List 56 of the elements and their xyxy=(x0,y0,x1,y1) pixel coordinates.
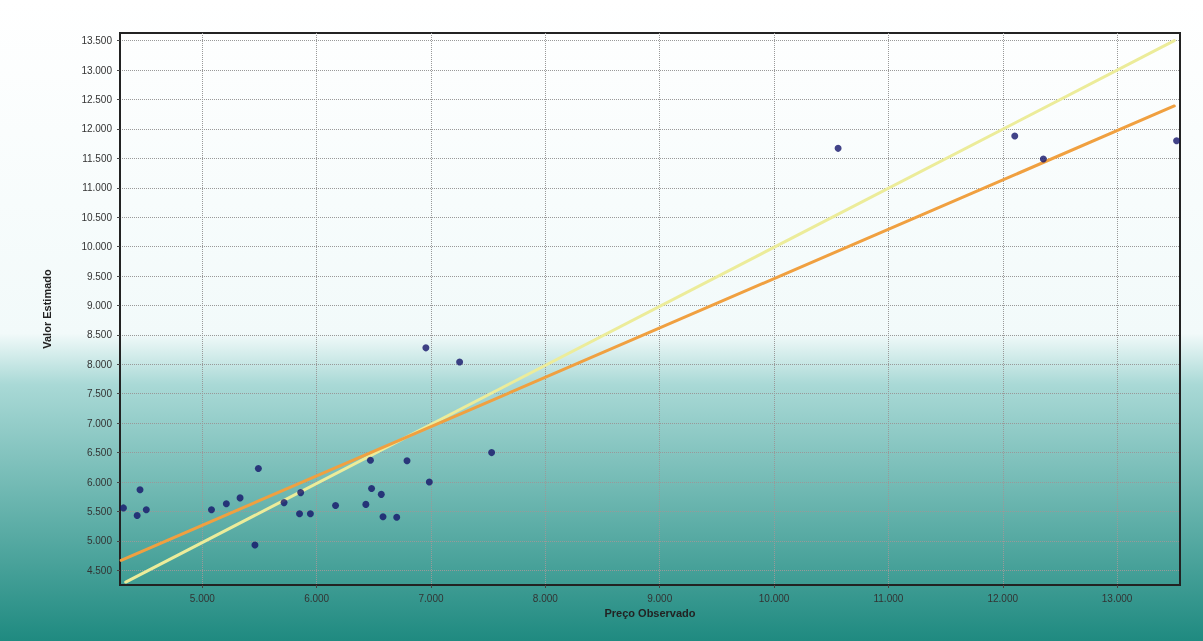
point xyxy=(332,502,340,510)
y-tick-label: 13.000 xyxy=(81,64,113,76)
y-tick-label: 6.500 xyxy=(86,447,113,459)
point xyxy=(133,512,141,520)
point xyxy=(119,504,127,512)
x-tick-label: 7.000 xyxy=(418,592,444,604)
x-tick-label: 11.000 xyxy=(873,592,904,604)
y-tick-label: 5.500 xyxy=(86,505,113,517)
y-tick-label: 13.500 xyxy=(81,35,113,47)
y-tick-label: 11.000 xyxy=(82,182,113,194)
y-tick-label: 12.500 xyxy=(81,94,113,105)
point xyxy=(366,456,374,464)
point xyxy=(306,510,314,518)
point xyxy=(207,506,215,514)
y-tick-label: 4.500 xyxy=(86,564,113,576)
point xyxy=(296,510,304,518)
point xyxy=(393,513,401,521)
point xyxy=(222,500,230,508)
x-tick-label: 10.000 xyxy=(758,592,790,604)
y-tick-label: 8.500 xyxy=(86,329,113,341)
point xyxy=(1039,155,1047,163)
y-tick-label: 7.500 xyxy=(86,388,113,400)
point xyxy=(142,506,150,514)
point xyxy=(377,490,385,498)
x-tick-label: 13.000 xyxy=(1101,592,1133,604)
x-tick-label: 9.000 xyxy=(647,592,673,604)
y-axis-title: Valor Estimado xyxy=(40,268,53,349)
y-tick-label: 10.500 xyxy=(81,211,113,223)
point xyxy=(1011,132,1019,140)
point xyxy=(456,358,464,366)
y-tick-label: 8.000 xyxy=(86,358,113,370)
point xyxy=(834,144,842,152)
point xyxy=(368,484,376,492)
y-tick-label: 6.000 xyxy=(86,476,113,488)
x-tick-label: 12.000 xyxy=(987,592,1019,604)
x-tick-label: 8.000 xyxy=(532,592,559,604)
point xyxy=(425,478,433,486)
point xyxy=(280,499,288,507)
y-tick-label: 7.000 xyxy=(86,417,113,429)
point xyxy=(488,449,496,457)
x-axis-title: Preço Observado xyxy=(604,607,696,620)
point xyxy=(422,344,430,352)
y-tick-label: 5.000 xyxy=(86,535,113,547)
y-tick-label: 10.000 xyxy=(81,241,113,253)
y-tick-label: 11.500 xyxy=(82,152,113,164)
y-tick-label: 9.500 xyxy=(86,270,113,282)
point xyxy=(1173,137,1181,145)
y-tick-label: 9.000 xyxy=(86,299,113,311)
y-tick-label: 12.000 xyxy=(81,123,113,135)
point xyxy=(254,464,262,472)
point xyxy=(362,500,370,508)
point xyxy=(379,513,387,521)
x-tick-label: 6.000 xyxy=(304,592,330,604)
point xyxy=(136,486,144,494)
x-tick-label: 5.000 xyxy=(189,592,216,604)
point xyxy=(297,489,305,497)
